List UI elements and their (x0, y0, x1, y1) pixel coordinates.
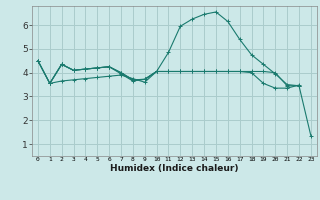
X-axis label: Humidex (Indice chaleur): Humidex (Indice chaleur) (110, 164, 239, 173)
